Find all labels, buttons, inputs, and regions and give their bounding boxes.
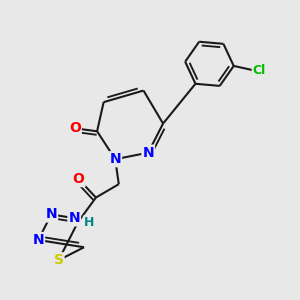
Text: S: S	[53, 253, 64, 267]
Text: H: H	[84, 216, 94, 229]
Text: Cl: Cl	[253, 64, 266, 77]
Text: O: O	[69, 121, 81, 135]
Text: N: N	[142, 146, 154, 160]
Text: N: N	[45, 208, 57, 221]
Text: O: O	[73, 172, 85, 186]
Text: N: N	[32, 233, 44, 247]
Text: N: N	[110, 152, 121, 166]
Text: N: N	[68, 212, 80, 225]
